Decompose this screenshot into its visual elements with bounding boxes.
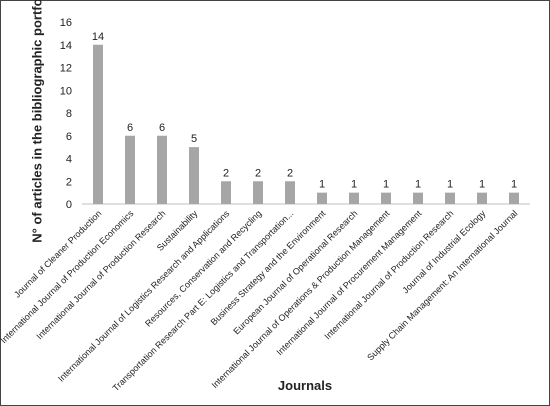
y-tick-label: 12 <box>60 63 72 75</box>
data-label: 1 <box>511 179 517 191</box>
bar <box>157 135 167 204</box>
y-axis-title: N° of articles in the bibliographic port… <box>29 0 44 243</box>
y-tick-label: 10 <box>60 85 72 97</box>
y-tick-label: 2 <box>66 176 72 188</box>
bar <box>253 181 263 204</box>
data-label: 1 <box>351 179 357 191</box>
y-tick-label: 14 <box>60 40 72 52</box>
bar <box>509 192 519 204</box>
y-tick-label: 8 <box>66 108 72 120</box>
bar <box>477 192 487 204</box>
data-label: 6 <box>159 122 165 134</box>
data-label: 1 <box>415 179 421 191</box>
bar <box>349 192 359 204</box>
bar <box>381 192 391 204</box>
y-tick-label: 4 <box>66 154 72 166</box>
data-label: 1 <box>447 179 453 191</box>
data-label: 1 <box>383 179 389 191</box>
data-label: 14 <box>92 31 104 43</box>
data-label: 1 <box>479 179 485 191</box>
y-tick-label: 0 <box>66 199 72 211</box>
bar <box>285 181 295 204</box>
bar <box>413 192 423 204</box>
y-tick-label: 6 <box>66 131 72 143</box>
y-tick-label: 16 <box>60 17 72 29</box>
data-label: 6 <box>127 122 133 134</box>
data-label: 1 <box>319 179 325 191</box>
bar <box>125 135 135 204</box>
data-label: 2 <box>255 167 261 179</box>
data-label: 2 <box>287 167 293 179</box>
bar <box>445 192 455 204</box>
bar <box>221 181 231 204</box>
bar <box>189 147 199 204</box>
data-label: 5 <box>191 133 197 145</box>
bar <box>317 192 327 204</box>
x-axis-title: Journals <box>278 378 332 393</box>
bar <box>93 44 103 204</box>
data-label: 2 <box>223 167 229 179</box>
